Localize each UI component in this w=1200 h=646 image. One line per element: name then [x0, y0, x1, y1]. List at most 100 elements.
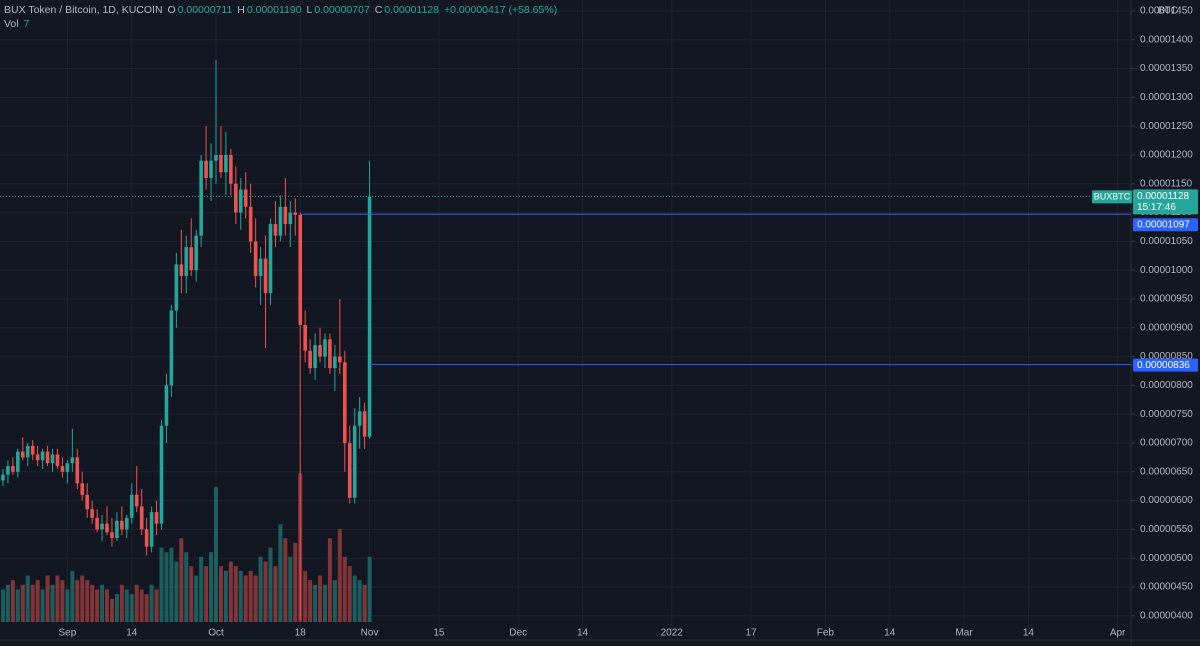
x-tick-label: 14 — [884, 628, 896, 639]
last-price-name: BUXBTC — [1094, 191, 1131, 201]
volume-bar — [243, 575, 248, 622]
y-tick-label: 0.00000750 — [1140, 409, 1193, 420]
candle-body — [60, 466, 65, 472]
candle-body — [288, 212, 293, 225]
volume-bar — [90, 584, 95, 622]
candle-body — [120, 520, 124, 530]
y-tick-label: 0.00001350 — [1140, 63, 1193, 74]
volume-bar — [70, 570, 75, 622]
volume-bar — [35, 580, 40, 622]
candle-body — [174, 264, 179, 311]
ohlc-value: 0.00000711 — [177, 4, 233, 16]
volume-bar — [85, 580, 90, 622]
candle-body — [115, 520, 119, 539]
candle-body — [303, 324, 307, 351]
volume-bar — [65, 589, 70, 622]
volume-bar — [209, 552, 214, 622]
price-line-label: 0.00001097 — [1137, 219, 1190, 230]
candle-body — [308, 350, 312, 369]
y-tick-label: 0.00000500 — [1140, 553, 1193, 564]
x-tick-label: 14 — [577, 628, 589, 639]
candle-body — [105, 523, 109, 533]
x-tick-label: 14 — [126, 628, 138, 639]
ohlc-value: 0.00001190 — [246, 4, 302, 16]
unit-label: BTC — [1158, 6, 1178, 17]
candle-body — [50, 454, 55, 464]
volume-bar — [134, 584, 139, 622]
volume-bar — [303, 570, 308, 622]
y-tick-label: 0.00000700 — [1140, 438, 1193, 449]
volume-bar — [308, 580, 313, 622]
candle-body — [149, 512, 154, 547]
ohlc-value: 0.00001128 — [384, 4, 440, 16]
candle-body — [273, 224, 278, 236]
volume-row: Vol 7 — [4, 17, 559, 31]
volume-bar — [184, 552, 189, 622]
countdown: 15:17:46 — [1137, 202, 1176, 213]
x-tick-label: Mar — [955, 628, 973, 639]
volume-bar — [169, 547, 174, 622]
volume-bar — [174, 561, 179, 622]
volume-bar — [263, 561, 268, 622]
volume-bar — [144, 594, 149, 622]
candle-body — [90, 509, 94, 518]
y-tick-label: 0.00001050 — [1140, 236, 1193, 247]
candle-body — [243, 189, 248, 207]
volume-bar — [30, 584, 35, 622]
candle-body — [169, 310, 174, 386]
volume-bar — [347, 566, 352, 622]
candle-body — [204, 160, 208, 179]
volume-bar — [50, 584, 55, 622]
volume-bar — [5, 584, 10, 622]
y-tick-label: 0.00000850 — [1140, 351, 1193, 362]
volume-bar — [327, 538, 332, 622]
candle-body — [229, 154, 233, 184]
candle-body — [80, 483, 85, 495]
candle-body — [55, 454, 60, 467]
volume-bar — [233, 566, 238, 622]
ohlc-value: 0.00000707 — [314, 4, 370, 16]
candle-body — [313, 345, 317, 369]
x-tick-label: Oct — [208, 628, 224, 639]
volume-bar — [357, 580, 362, 622]
candle-body — [194, 235, 198, 271]
x-tick-label: Sep — [58, 628, 76, 639]
volume-bar — [189, 566, 194, 622]
x-tick-label: 15 — [433, 628, 445, 639]
candle-body — [214, 154, 218, 161]
candle-body — [234, 183, 238, 213]
y-tick-label: 0.00001150 — [1140, 178, 1193, 189]
x-tick-label: 14 — [1023, 628, 1035, 639]
volume-bar — [313, 584, 318, 622]
candle-body — [238, 189, 243, 213]
volume-bar — [154, 589, 159, 622]
y-tick-label: 0.00000450 — [1140, 582, 1193, 593]
volume-bar — [332, 580, 337, 622]
candle-body — [323, 339, 327, 357]
volume-bar — [100, 584, 105, 622]
volume-bar — [164, 552, 169, 622]
y-tick-label: 0.00000800 — [1140, 380, 1193, 391]
candle-body — [20, 451, 25, 458]
volume-bar — [15, 589, 20, 622]
candle-body — [352, 425, 357, 498]
ohlc-key: C — [374, 4, 383, 16]
volume-bar — [114, 594, 119, 622]
volume-bar — [337, 529, 342, 622]
candle-body — [248, 206, 253, 242]
candle-body — [70, 457, 75, 464]
candle-body — [125, 517, 129, 530]
volume-bar — [273, 566, 278, 622]
volume-bar — [204, 566, 209, 622]
y-tick-label: 0.00000400 — [1140, 610, 1193, 621]
volume-bar — [288, 556, 293, 622]
volume-bar — [268, 547, 273, 622]
ohlc-key: O — [167, 4, 176, 16]
candle-body — [342, 362, 347, 443]
candle-body — [25, 445, 30, 458]
y-tick-label: 0.00001400 — [1140, 34, 1193, 45]
volume-bar — [218, 566, 223, 622]
change: +0.00000417 (+58.65%) — [443, 4, 558, 16]
candle-body — [209, 160, 213, 179]
volume-bar — [60, 580, 65, 622]
